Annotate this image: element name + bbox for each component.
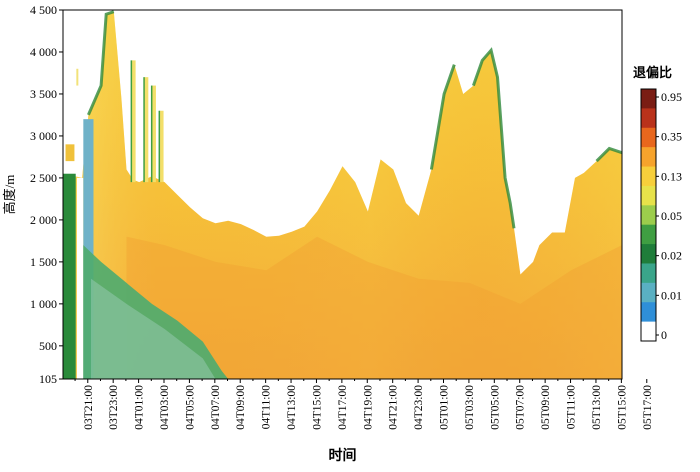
colorbar-tick-label: 0.95 bbox=[661, 90, 682, 104]
y-tick-label: 2 000 bbox=[30, 213, 57, 227]
colorbar-swatch bbox=[641, 108, 656, 129]
colorbar-swatch bbox=[641, 89, 656, 109]
green-wedge-inner bbox=[91, 278, 216, 379]
colorbar-swatch bbox=[641, 147, 656, 168]
cloud-field-shading bbox=[63, 11, 622, 379]
left-yellow-patch bbox=[65, 144, 75, 162]
x-tick-label: 05T13:00 bbox=[591, 385, 603, 430]
colorbar-tick-label: 0.05 bbox=[661, 209, 682, 223]
x-tick-label: 04T07:00 bbox=[210, 385, 222, 430]
x-tick-label: 04T19:00 bbox=[362, 385, 374, 430]
colorbar-frame bbox=[640, 88, 657, 342]
x-tick-label: 03T21:00 bbox=[83, 385, 95, 430]
y-tick-label: 105 bbox=[39, 372, 57, 386]
plot-frame bbox=[62, 9, 623, 380]
colorbar-swatch bbox=[641, 282, 656, 303]
y-tick-label: 500 bbox=[39, 339, 57, 353]
streak-0 bbox=[131, 60, 136, 183]
colorbar-swatch bbox=[641, 205, 656, 226]
lower-layer bbox=[126, 236, 622, 379]
colorbar-swatch bbox=[641, 263, 656, 284]
colorbar-swatch bbox=[641, 127, 656, 148]
colorbar-swatch bbox=[641, 244, 656, 264]
y-tick-label: 1 000 bbox=[30, 297, 57, 311]
blue-column bbox=[83, 119, 94, 379]
x-tick-label: 04T09:00 bbox=[235, 385, 247, 430]
streak-edge-1 bbox=[143, 77, 145, 183]
cloud-edge-0 bbox=[87, 10, 115, 116]
colorbar-tick-label: 0.35 bbox=[661, 130, 682, 144]
x-tick-label: 05T15:00 bbox=[616, 385, 628, 430]
colorbar-tick-label: 0 bbox=[661, 328, 667, 342]
x-tick-label: 04T11:00 bbox=[261, 385, 273, 430]
small-blob bbox=[76, 68, 79, 86]
x-tick-label: 05T17:00 bbox=[642, 385, 654, 430]
streak-edge-2 bbox=[150, 85, 153, 183]
x-tick-label: 05T05:00 bbox=[489, 385, 501, 430]
gap-column bbox=[76, 177, 84, 379]
x-tick-label: 05T01:00 bbox=[439, 385, 451, 430]
cloud-edge-3 bbox=[595, 146, 622, 163]
y-axis-label: 高度/m bbox=[2, 175, 17, 215]
x-tick-label: 04T01:00 bbox=[134, 385, 146, 430]
x-tick-label: 05T03:00 bbox=[464, 385, 476, 430]
colorbar-tick-label: 0.13 bbox=[661, 169, 682, 183]
streak-3 bbox=[159, 110, 164, 183]
y-tick-label: 2 500 bbox=[30, 171, 57, 185]
x-tick-label: 05T07:00 bbox=[515, 385, 527, 430]
streak-edge-3 bbox=[158, 110, 161, 183]
x-axis-label: 时间 bbox=[329, 447, 357, 464]
x-tick-label: 04T13:00 bbox=[286, 385, 298, 430]
colorbar-tick-label: 0.02 bbox=[661, 249, 682, 263]
left-green-column bbox=[63, 173, 76, 379]
x-tick-label: 04T05:00 bbox=[184, 385, 196, 430]
y-tick-label: 1 500 bbox=[30, 255, 57, 269]
colorbar-swatch bbox=[641, 321, 656, 342]
colorbar-swatch bbox=[641, 224, 656, 245]
x-tick-label: 03T23:00 bbox=[108, 385, 120, 430]
colorbar-swatch bbox=[641, 302, 656, 323]
y-tick-label: 3 500 bbox=[30, 87, 57, 101]
streak-2 bbox=[151, 85, 156, 183]
colorbar-title: 退偏比 bbox=[633, 65, 672, 80]
streak-edge-0 bbox=[130, 60, 133, 183]
x-tick-label: 04T03:00 bbox=[159, 385, 171, 430]
x-tick-label: 05T11:00 bbox=[566, 385, 578, 430]
x-tick-label: 04T23:00 bbox=[413, 385, 425, 430]
y-tick-label: 3 000 bbox=[30, 129, 57, 143]
x-tick-label: 04T21:00 bbox=[388, 385, 400, 430]
colorbar-tick-label: 0.01 bbox=[661, 288, 682, 302]
colorbar-swatch bbox=[641, 185, 656, 206]
x-tick-label: 04T17:00 bbox=[337, 385, 349, 430]
x-tick-label: 05T09:00 bbox=[540, 385, 552, 430]
cloud-edge-1 bbox=[429, 64, 456, 170]
colorbar-swatch bbox=[641, 166, 656, 187]
y-tick-label: 4 000 bbox=[30, 45, 57, 59]
streak-1 bbox=[144, 77, 149, 183]
x-tick-label: 04T15:00 bbox=[311, 385, 323, 430]
y-tick-label: 4 500 bbox=[30, 3, 57, 17]
cloud-edge-2 bbox=[471, 47, 516, 229]
